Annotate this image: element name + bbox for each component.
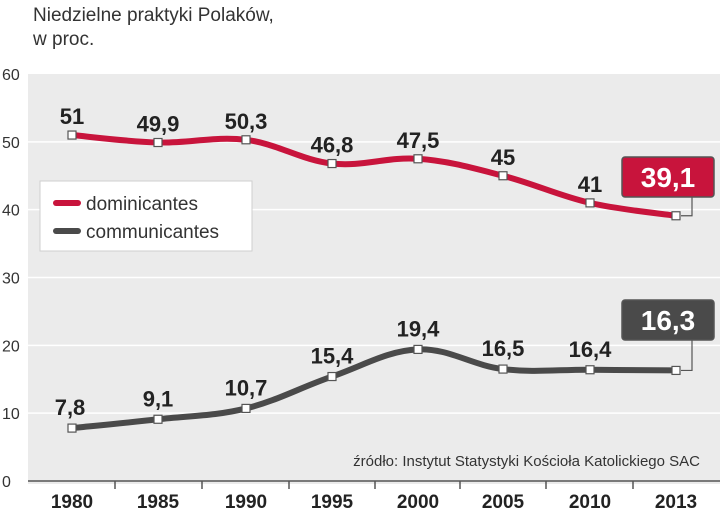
x-tick-label: 2010 [569, 492, 611, 513]
data-label: 41 [578, 172, 602, 197]
data-point [241, 403, 251, 414]
chart-title-line-2: w proc. [33, 29, 95, 50]
data-point [327, 158, 337, 169]
data-point [413, 154, 423, 164]
callout-box [621, 299, 715, 341]
data-point [153, 137, 163, 148]
grid-lines [28, 141, 720, 414]
y-tick-label: 10 [2, 406, 20, 423]
x-tick-label: 1990 [225, 492, 267, 513]
data-label: 9,1 [143, 386, 174, 411]
data-point [241, 135, 251, 145]
data-point [498, 171, 508, 181]
y-tick-label: 20 [2, 338, 20, 355]
data-point [585, 198, 595, 208]
callout-leader [681, 197, 693, 217]
data-point [413, 344, 423, 355]
data-point [498, 364, 508, 374]
data-point [671, 211, 681, 221]
data-point [671, 365, 681, 376]
x-tick-label: 1985 [137, 492, 180, 513]
x-axis: 1980 1985 1990 1995 2000 2005 2010 2013 [28, 480, 720, 513]
legend-label-communicantes: communicantes [86, 222, 219, 243]
y-tick-label: 0 [2, 474, 11, 491]
data-label: 10,7 [225, 375, 268, 400]
x-tick-label: 2005 [482, 492, 525, 513]
chart-title: Niedzielne praktyki Polaków, w proc. [33, 4, 274, 52]
data-label: 15,4 [311, 344, 355, 369]
data-point [67, 423, 77, 433]
y-tick-label: 60 [2, 67, 20, 84]
data-point [585, 365, 595, 375]
series-line-communicantes [69, 346, 679, 432]
data-label: 51 [60, 104, 84, 129]
data-label: 47,5 [397, 128, 440, 153]
chart-title-line-1: Niedzielne praktyki Polaków, [33, 5, 274, 26]
series-line-dominicantes [69, 132, 679, 219]
data-point [67, 130, 77, 140]
legend-label-dominicantes: dominicantes [86, 194, 198, 215]
x-tick-label: 1980 [51, 492, 93, 513]
x-tick-label: 1995 [311, 492, 354, 513]
data-label: 45 [491, 145, 515, 170]
y-tick-label: 40 [2, 203, 20, 220]
callout-label: 39,1 [641, 162, 696, 193]
x-tick-label: 2013 [655, 492, 697, 513]
legend: dominicantes communicantes [39, 180, 253, 252]
series-group: 51 49,9 50,3 46,8 47,5 45 41 39,1 7,8 9,1 10,7 15,4… [55, 104, 715, 433]
data-label: 49,9 [137, 112, 180, 137]
x-tick-label: 2000 [397, 492, 439, 513]
data-label: 16,5 [482, 336, 525, 361]
callout-label: 16,3 [641, 305, 696, 336]
data-point [153, 414, 163, 424]
data-label: 7,8 [55, 395, 86, 420]
series-dominicantes: 51 49,9 50,3 46,8 47,5 45 41 39,1 [60, 104, 715, 221]
data-label: 46,8 [311, 133, 354, 158]
callout-leader [681, 340, 693, 372]
callout-box [621, 156, 715, 198]
source-note: źródło: Instytut Statystyki Kościoła Kat… [353, 453, 700, 470]
y-tick-label: 50 [2, 135, 20, 152]
data-point [327, 371, 337, 382]
series-communicantes: 7,8 9,1 10,7 15,4 19,4 16,5 16,4 16,3 [55, 299, 715, 433]
y-tick-label: 30 [2, 271, 20, 288]
data-label: 50,3 [225, 109, 268, 134]
legend-box [39, 180, 253, 252]
data-label: 19,4 [397, 316, 441, 341]
y-axis: 0 10 20 30 40 50 60 [2, 67, 20, 491]
data-label: 16,4 [569, 337, 613, 362]
